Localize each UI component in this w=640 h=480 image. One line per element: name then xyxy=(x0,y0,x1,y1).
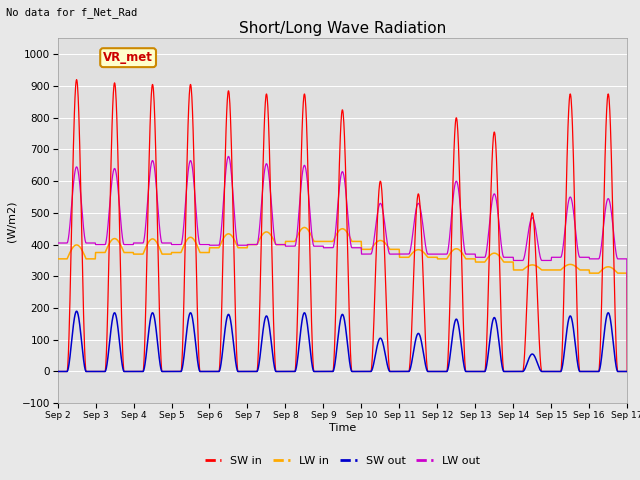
Legend: SW in, LW in, SW out, LW out: SW in, LW in, SW out, LW out xyxy=(200,452,484,470)
X-axis label: Time: Time xyxy=(329,422,356,432)
Title: Short/Long Wave Radiation: Short/Long Wave Radiation xyxy=(239,21,446,36)
Text: No data for f_Net_Rad: No data for f_Net_Rad xyxy=(6,7,138,18)
Text: VR_met: VR_met xyxy=(103,51,153,64)
Y-axis label: (W/m2): (W/m2) xyxy=(6,200,16,241)
